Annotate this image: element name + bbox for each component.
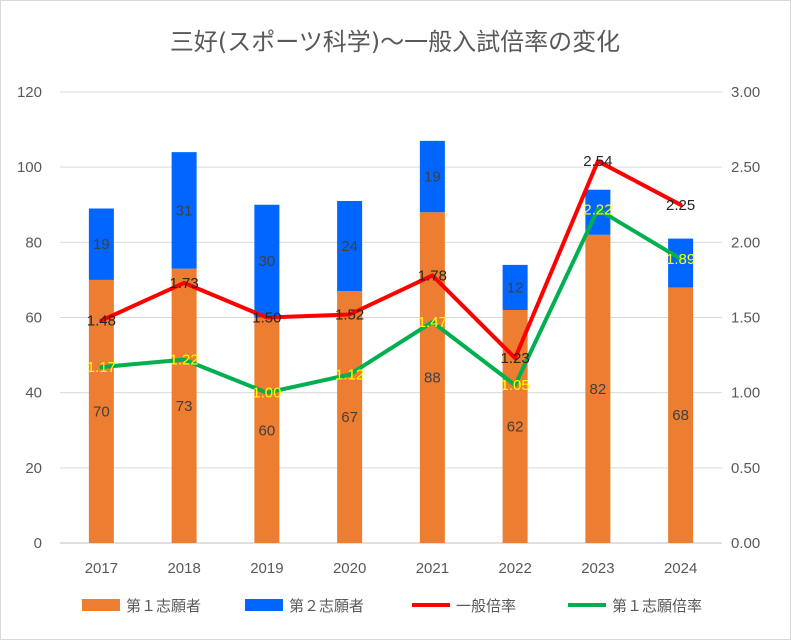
bar-data-label: 12 bbox=[507, 279, 524, 296]
left-axis: 0 20 40 60 80 100 120 bbox=[17, 84, 42, 552]
bar-segment-1 bbox=[337, 291, 363, 543]
bar-data-label: 68 bbox=[672, 407, 689, 424]
bar-segment-2 bbox=[502, 264, 528, 310]
bar-segment-2 bbox=[668, 238, 694, 288]
x-axis-tick-label: 2021 bbox=[416, 560, 449, 577]
line-data-label: 1.05 bbox=[501, 377, 530, 394]
legend-label: 第１志願者 bbox=[126, 597, 201, 615]
bar-data-label: 60 bbox=[259, 422, 276, 439]
bar-data-label: 88 bbox=[424, 370, 441, 387]
gridlines bbox=[60, 91, 722, 544]
line-data-label: 1.52 bbox=[335, 306, 364, 323]
bar-data-label: 67 bbox=[341, 409, 358, 426]
x-axis-tick-label: 2019 bbox=[250, 560, 283, 577]
left-axis-tick-label: 0 bbox=[34, 535, 42, 552]
bar-data-label: 62 bbox=[507, 418, 524, 435]
line-data-label: 2.22 bbox=[583, 201, 612, 218]
legend-label: 第１志願倍率 bbox=[612, 597, 702, 615]
right-axis: 0.00 0.50 1.00 1.50 2.00 2.50 3.00 bbox=[731, 84, 760, 552]
line-data-label: 1.22 bbox=[170, 352, 199, 369]
line-data-label: 2.25 bbox=[666, 197, 695, 214]
right-axis-tick-label: 1.00 bbox=[731, 385, 760, 402]
bar-data-label: 82 bbox=[590, 381, 607, 398]
bar-data-label: 31 bbox=[176, 202, 193, 219]
legend: 第１志願者 第２志願者 一般倍率 第１志願倍率 bbox=[82, 597, 702, 615]
left-axis-tick-label: 80 bbox=[25, 234, 42, 251]
line-data-label: 1.50 bbox=[252, 310, 281, 327]
line-data-label: 1.17 bbox=[87, 359, 116, 376]
left-axis-tick-label: 100 bbox=[17, 159, 42, 176]
left-axis-tick-label: 60 bbox=[25, 310, 42, 327]
x-axis-categories: 2017 2018 2019 2020 2021 2022 2023 2024 bbox=[85, 560, 698, 577]
right-axis-tick-label: 2.50 bbox=[731, 159, 760, 176]
lines bbox=[99, 159, 683, 395]
bar-data-label: 73 bbox=[176, 398, 193, 415]
right-axis-tick-label: 2.00 bbox=[731, 234, 760, 251]
bar-segment-2 bbox=[254, 204, 280, 318]
bar-data-label: 19 bbox=[424, 169, 441, 186]
legend-label: 第２志願者 bbox=[289, 597, 364, 615]
x-axis-tick-label: 2024 bbox=[664, 560, 697, 577]
line-data-label: 1.47 bbox=[418, 314, 447, 331]
right-axis-tick-label: 3.00 bbox=[731, 84, 760, 101]
x-axis-tick-label: 2017 bbox=[85, 560, 118, 577]
bar-segment-1 bbox=[585, 234, 611, 544]
chart-title: 三好(スポーツ科学)～一般入試倍率の変化 bbox=[170, 28, 620, 56]
line-data-label: 1.12 bbox=[335, 367, 364, 384]
right-axis-tick-label: 0.00 bbox=[731, 535, 760, 552]
bar-segment-2 bbox=[88, 208, 114, 280]
data-labels: 70 73 60 67 88 62 82 68 19 31 30 24 19 12 1.48 1.73 1.50… bbox=[87, 153, 695, 439]
right-axis-tick-label: 1.50 bbox=[731, 310, 760, 327]
line-data-label: 1.00 bbox=[252, 385, 281, 402]
line-data-label: 1.73 bbox=[170, 275, 199, 292]
left-axis-tick-label: 40 bbox=[25, 385, 42, 402]
bar-segment-2 bbox=[419, 140, 445, 213]
bar-data-label: 30 bbox=[259, 253, 276, 270]
x-axis-tick-label: 2018 bbox=[167, 560, 200, 577]
bar-segment-1 bbox=[171, 268, 197, 543]
bar-segment-1 bbox=[254, 317, 280, 543]
bar-data-label: 24 bbox=[341, 238, 358, 255]
bar-segment-1 bbox=[668, 287, 694, 543]
line-data-label: 2.54 bbox=[583, 153, 612, 170]
line-data-label: 1.48 bbox=[87, 313, 116, 330]
legend-swatch bbox=[245, 599, 283, 611]
line-data-label: 1.23 bbox=[501, 350, 530, 367]
x-axis-tick-label: 2022 bbox=[498, 560, 531, 577]
bar-segment-2 bbox=[171, 152, 197, 269]
bar-segment-2 bbox=[337, 200, 363, 292]
x-axis-tick-label: 2020 bbox=[333, 560, 366, 577]
line-series-2 bbox=[99, 207, 683, 395]
line-data-label: 1.78 bbox=[418, 267, 447, 284]
legend-swatch bbox=[82, 599, 120, 611]
bar-data-label: 70 bbox=[93, 403, 110, 420]
bar-segment-1 bbox=[88, 279, 114, 543]
bars bbox=[88, 140, 694, 544]
right-axis-tick-label: 0.50 bbox=[731, 460, 760, 477]
legend-label: 一般倍率 bbox=[456, 597, 516, 615]
bar-data-label: 19 bbox=[93, 236, 110, 253]
line-data-label: 1.89 bbox=[666, 251, 695, 268]
left-axis-tick-label: 120 bbox=[17, 84, 42, 101]
left-axis-tick-label: 20 bbox=[25, 460, 42, 477]
x-axis-tick-label: 2023 bbox=[581, 560, 614, 577]
line-series-1 bbox=[99, 159, 683, 361]
bar-segment-1 bbox=[419, 212, 445, 543]
